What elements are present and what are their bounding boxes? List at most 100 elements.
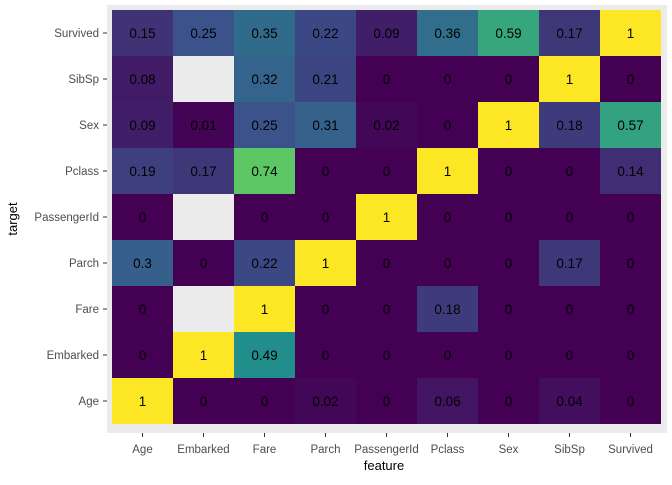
cell-value-label: 0 (200, 394, 208, 409)
cell-value-label: 0 (139, 210, 147, 225)
cell-value-label: 0.06 (434, 394, 460, 409)
cell-value-label: 0.3 (133, 256, 152, 271)
heatmap-cell-sibsp-fare (234, 56, 295, 102)
heatmap-cell-age-fare (234, 378, 295, 424)
cell-value-label: 0.17 (190, 164, 216, 179)
cell-value-label: 0 (383, 348, 391, 363)
cell-value-label: 1 (383, 210, 391, 225)
cell-value-label: 0 (627, 394, 635, 409)
heatmap-cell-fare-sex (478, 286, 539, 332)
heatmap-cell-pclass-survived (600, 148, 661, 194)
cell-value-label: 0.02 (312, 394, 338, 409)
heatmap-cell-parch-pclass (417, 240, 478, 286)
heatmap-cell-sex-embarked (173, 102, 234, 148)
y-tick-label: Age (79, 396, 99, 408)
heatmap-cell-parch-fare (234, 240, 295, 286)
heatmap-cell-embarked-fare (234, 332, 295, 378)
heatmap-cell-age-age (112, 378, 173, 424)
x-tick-label: Parch (310, 444, 340, 456)
heatmap-cell-fare-age (112, 286, 173, 332)
heatmap-cell-parch-parch (295, 240, 356, 286)
heatmap-cell-age-sibsp (539, 378, 600, 424)
cell-value-label: 0 (139, 302, 147, 317)
heatmap-cell-pclass-sibsp (539, 148, 600, 194)
y-axis: Survived SibSp Sex Pclass PassengerId Parch Fa… (34, 28, 107, 408)
heatmap-cell-parch-sibsp (539, 240, 600, 286)
cell-value-label: 0 (383, 72, 391, 87)
y-tick-label: Embarked (47, 350, 99, 362)
cell-value-label: 0 (505, 394, 513, 409)
heatmap-cell-age-parch (295, 378, 356, 424)
cell-value-label: 1 (200, 348, 208, 363)
cell-value-label: 0.36 (434, 26, 460, 41)
y-tick-label: Survived (54, 28, 99, 40)
heatmap-cell-passengerid-embarked (173, 194, 234, 240)
x-tick-label: Fare (253, 444, 277, 456)
cell-value-label: 1 (566, 72, 574, 87)
cell-value-label: 0.59 (495, 26, 521, 41)
y-tick-label: SibSp (68, 74, 99, 86)
heatmap-cell-sibsp-survived (600, 56, 661, 102)
cell-value-label: 0.22 (251, 256, 277, 271)
heatmap-cell-fare-fare (234, 286, 295, 332)
heatmap-cell-sex-age (112, 102, 173, 148)
heatmap-cell-age-survived (600, 378, 661, 424)
cell-value-label: 0.21 (312, 72, 338, 87)
heatmap-cell-sibsp-pclass (417, 56, 478, 102)
heatmap-cell-survived-embarked (173, 10, 234, 56)
heatmap-cell-fare-sibsp (539, 286, 600, 332)
heatmap-cell-sibsp-embarked (173, 56, 234, 102)
heatmap-cell-passengerid-passengerid (356, 194, 417, 240)
heatmap-cell-embarked-embarked (173, 332, 234, 378)
y-tick-label: Pclass (65, 166, 99, 178)
y-tick-label: Fare (75, 304, 99, 316)
heatmap-cell-passengerid-sibsp (539, 194, 600, 240)
heatmap-cell-age-embarked (173, 378, 234, 424)
cell-value-label: 0 (505, 302, 513, 317)
cell-value-label: 0 (566, 210, 574, 225)
x-tick-label: Survived (608, 444, 653, 456)
cell-value-label: 0 (261, 210, 269, 225)
x-tick-label: Age (132, 444, 152, 456)
heatmap-cell-parch-embarked (173, 240, 234, 286)
cell-value-label: 0 (505, 72, 513, 87)
heatmap-cell-passengerid-fare (234, 194, 295, 240)
heatmap-cell-passengerid-sex (478, 194, 539, 240)
y-tick-label: Sex (79, 120, 99, 132)
heatmap-cell-passengerid-survived (600, 194, 661, 240)
cell-value-label: 0 (261, 394, 269, 409)
cell-value-label: 0 (383, 256, 391, 271)
heatmap-cell-embarked-parch (295, 332, 356, 378)
cell-value-label: 0 (566, 348, 574, 363)
heatmap-cell-parch-age (112, 240, 173, 286)
cell-value-label: 0.15 (129, 26, 155, 41)
heatmap-cell-sibsp-age (112, 56, 173, 102)
cell-value-label: 0.22 (312, 26, 338, 41)
cell-value-label: 0 (383, 164, 391, 179)
heatmap-cell-pclass-embarked (173, 148, 234, 194)
cell-value-label: 0 (322, 210, 330, 225)
heatmap-cell-fare-survived (600, 286, 661, 332)
cell-value-label: 0 (444, 256, 452, 271)
heatmap-cell-pclass-passengerid (356, 148, 417, 194)
y-tick-label: PassengerId (34, 212, 99, 224)
y-tick-label: Parch (69, 258, 99, 270)
heatmap-cell-sex-survived (600, 102, 661, 148)
cell-value-label: 0 (444, 210, 452, 225)
heatmap-cell-survived-passengerid (356, 10, 417, 56)
heatmap-cell-embarked-sibsp (539, 332, 600, 378)
heatmap-cell-survived-fare (234, 10, 295, 56)
cell-value-label: 0 (444, 72, 452, 87)
cell-value-label: 0 (505, 256, 513, 271)
heatmap-cells (112, 10, 661, 424)
heatmap-cell-sex-sibsp (539, 102, 600, 148)
cell-value-label: 1 (261, 302, 269, 317)
cell-value-label: 0.09 (373, 26, 399, 41)
cell-value-label: 0.08 (129, 72, 155, 87)
heatmap-cell-passengerid-age (112, 194, 173, 240)
heatmap-cell-parch-survived (600, 240, 661, 286)
heatmap-cell-age-passengerid (356, 378, 417, 424)
cell-value-label: 0 (444, 348, 452, 363)
